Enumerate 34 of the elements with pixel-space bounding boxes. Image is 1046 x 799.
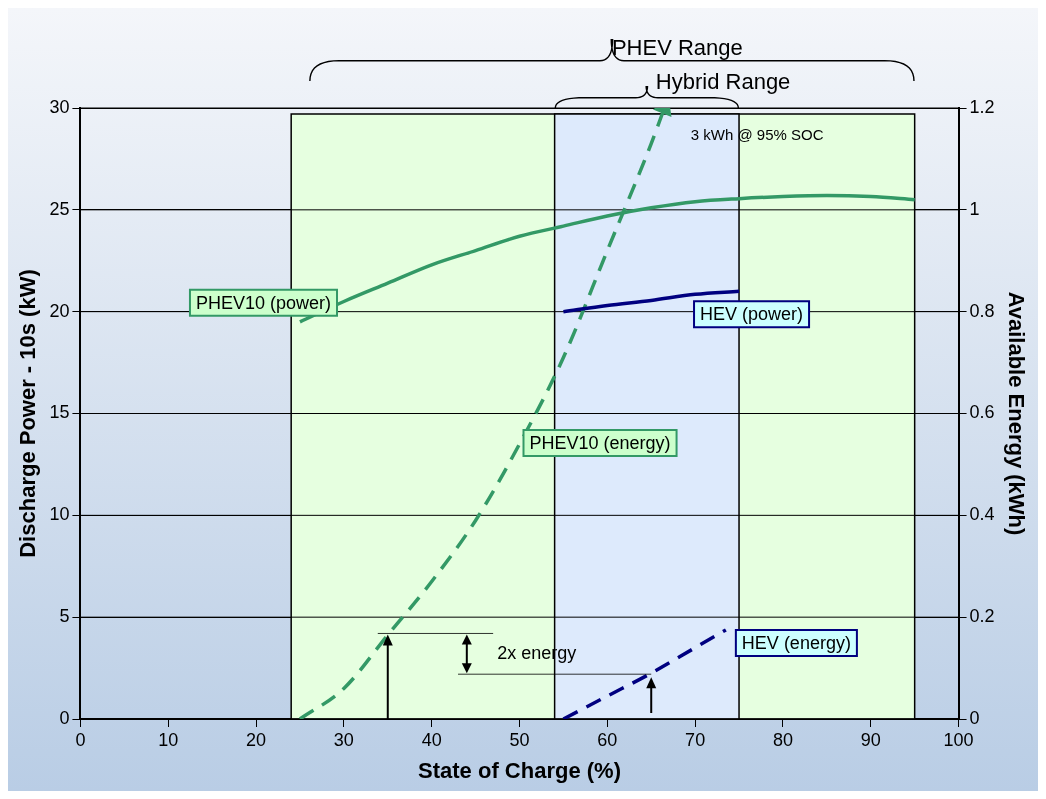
series-label: HEV (energy) [741,632,851,653]
x-tick-label: 90 [860,729,881,750]
x-tick-label: 30 [333,729,354,750]
y-tick-label: 30 [49,96,70,117]
y2-tick-label: 0.2 [969,606,995,627]
y2-tick-label: 1.2 [969,96,995,117]
y2-tick-label: 0 [969,707,980,728]
series-label: PHEV10 (power) [195,292,332,313]
y-tick-label: 0 [59,707,70,728]
x-tick-label: 20 [246,729,267,750]
y-tick-label: 15 [49,402,70,423]
x-tick-label: 100 [943,729,974,750]
x-tick-label: 60 [597,729,618,750]
y2-tick-label: 0.4 [969,504,995,525]
y2-tick-label: 0.6 [969,402,995,423]
series-label: PHEV10 (energy) [529,433,671,454]
band-label: Hybrid Range [655,69,791,95]
y-tick-label: 20 [49,300,70,321]
y-axis-title: Discharge Power - 10s (kW) [15,269,41,558]
y2-tick-label: 0.8 [969,300,995,321]
y2-axis-title: Available Energy (kWh) [1003,291,1029,536]
x-tick-label: 80 [772,729,793,750]
series-label: HEV (power) [700,304,804,325]
x-tick-label: 40 [421,729,442,750]
x-tick-label: 70 [685,729,706,750]
y-tick-label: 5 [59,606,70,627]
y-tick-label: 10 [49,504,70,525]
x-tick-label: 10 [158,729,179,750]
y2-tick-label: 1 [969,198,980,219]
x-tick-label: 0 [75,729,86,750]
y-tick-label: 25 [49,198,70,219]
x-tick-label: 50 [509,729,530,750]
band-label: PHEV Range [611,35,743,61]
x-axis-title: State of Charge (%) [418,757,621,783]
